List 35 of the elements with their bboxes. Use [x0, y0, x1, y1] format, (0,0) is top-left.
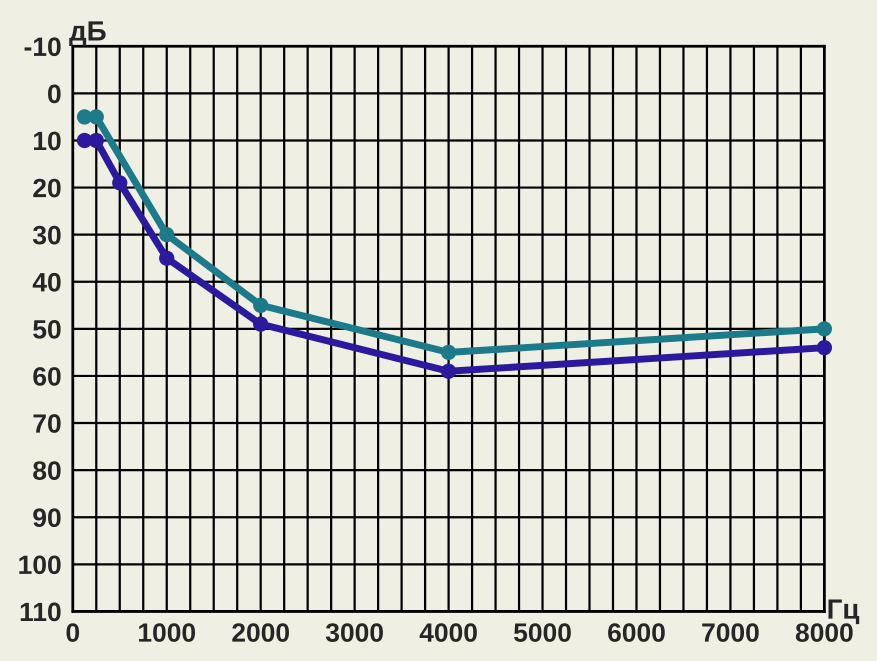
- point: [816, 321, 832, 336]
- x-tick-label: 6000: [608, 623, 665, 642]
- x-tick-label: 7000: [702, 623, 759, 642]
- x-tick-label: 2000: [232, 623, 289, 642]
- y-tick-label: 90: [33, 508, 61, 528]
- y-tick-label: 60: [33, 367, 61, 386]
- y-tick-label: -10: [24, 37, 61, 56]
- point: [159, 227, 174, 242]
- x-tick-label: 1000: [139, 623, 196, 642]
- point: [816, 340, 832, 356]
- x-axis-title: Гц: [828, 600, 860, 624]
- point: [440, 364, 456, 379]
- point: [112, 175, 128, 190]
- point: [159, 250, 174, 266]
- x-tick-label: 5000: [514, 623, 571, 642]
- y-tick-label: 100: [19, 555, 61, 574]
- x-tick-label: 3000: [326, 623, 383, 642]
- y-tick-label: 80: [33, 461, 61, 480]
- y-tick-label: 20: [33, 178, 61, 198]
- x-tick-label: 8000: [796, 623, 853, 642]
- y-tick-label: 50: [33, 320, 61, 339]
- y-tick-label: 110: [20, 602, 61, 622]
- x-tick-label: 4000: [420, 623, 477, 642]
- point: [440, 344, 456, 360]
- y-tick-label: 10: [34, 132, 61, 150]
- y-axis-title: дБ: [69, 21, 106, 46]
- y-tick-label: 70: [33, 414, 61, 433]
- point: [88, 109, 104, 125]
- y-tick-label: 0: [48, 84, 61, 104]
- point: [253, 298, 268, 313]
- point: [253, 316, 268, 332]
- y-tick-label: 30: [32, 226, 61, 245]
- y-tick-label: 40: [32, 272, 61, 292]
- x-tick-label: 0: [66, 623, 80, 642]
- point: [88, 132, 104, 148]
